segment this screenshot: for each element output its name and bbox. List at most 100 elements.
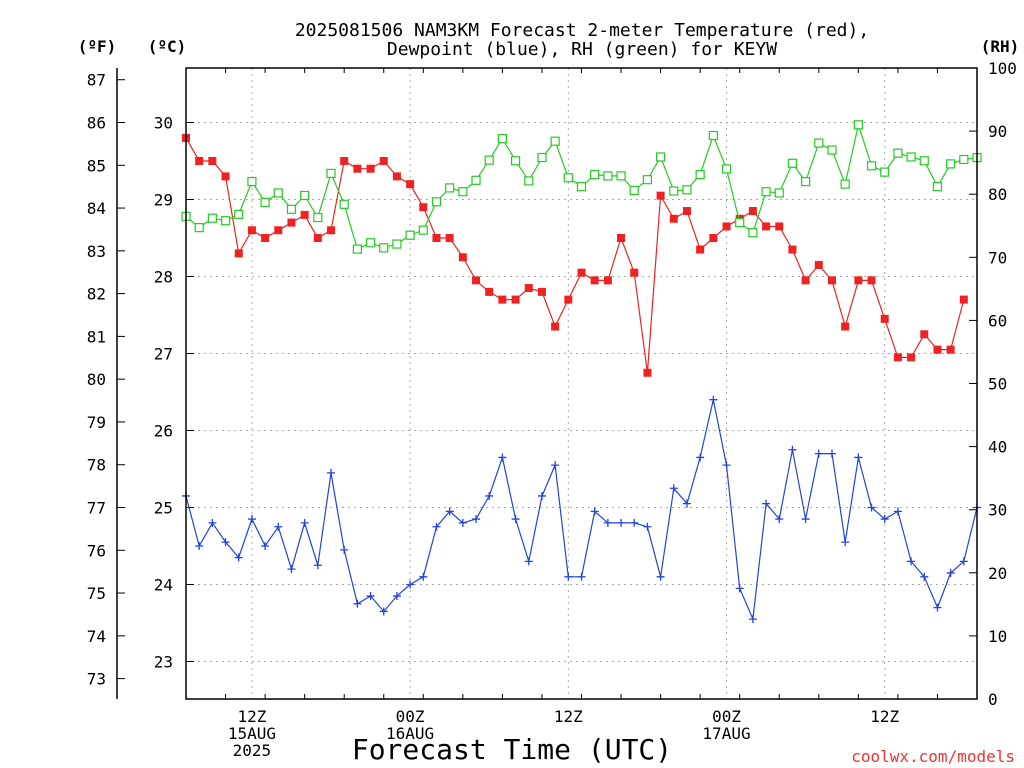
data-point	[617, 518, 626, 527]
data-point	[498, 295, 507, 304]
celsius-tick-label: 30	[154, 114, 173, 133]
data-point	[577, 572, 586, 581]
data-point	[933, 603, 942, 612]
data-point	[511, 515, 520, 524]
data-point	[669, 186, 679, 196]
grid-lines	[186, 68, 977, 699]
data-point	[880, 167, 890, 177]
data-point	[379, 243, 389, 253]
celsius-tick-label: 29	[154, 191, 173, 210]
data-point	[959, 557, 968, 566]
chart-title-line-1: 2025081506 NAM3KM Forecast 2-meter Tempe…	[295, 20, 869, 41]
data-point	[286, 204, 297, 214]
data-point	[510, 156, 521, 166]
data-point	[366, 592, 375, 601]
data-point	[195, 542, 204, 550]
data-point	[471, 175, 481, 185]
fahrenheit-tick-label: 86	[87, 114, 106, 133]
data-point	[234, 249, 243, 258]
data-point	[761, 187, 771, 197]
data-point	[709, 234, 718, 242]
data-point	[656, 572, 665, 581]
credit-text: coolwx.com/models	[851, 747, 1015, 766]
data-point	[814, 449, 823, 458]
data-point	[801, 176, 811, 187]
data-point	[762, 499, 771, 508]
data-point	[379, 607, 388, 616]
fahrenheit-tick-label: 76	[87, 541, 106, 560]
x-tick-label: 12Z	[554, 707, 583, 726]
data-point	[261, 234, 270, 242]
series-line	[185, 399, 978, 622]
x-tick-label: 12Z	[870, 707, 899, 726]
data-point	[405, 230, 415, 240]
data-point	[379, 157, 388, 165]
x-tick-label: 15AUG	[228, 724, 276, 743]
rh-tick-label: 30	[988, 501, 1007, 520]
data-point	[564, 572, 573, 581]
data-point	[721, 164, 732, 174]
data-point	[616, 171, 626, 181]
data-point	[221, 538, 230, 547]
plot-frame	[185, 67, 978, 700]
series-1	[182, 395, 981, 624]
data-point	[313, 561, 322, 570]
data-point	[682, 499, 691, 508]
data-point	[788, 445, 797, 454]
data-point	[247, 176, 257, 187]
data-point	[840, 179, 850, 189]
data-point	[511, 295, 520, 304]
data-point	[352, 244, 362, 254]
x-axis-label: Forecast Time (UTC)	[352, 733, 672, 766]
data-point	[577, 268, 586, 277]
data-point	[458, 518, 467, 527]
data-point	[340, 545, 349, 554]
data-point	[642, 175, 653, 185]
data-point	[300, 210, 309, 219]
data-point	[775, 222, 784, 231]
data-point	[920, 330, 929, 339]
data-point	[814, 138, 824, 148]
data-point	[722, 461, 731, 470]
x-tick-label: 00Z	[712, 707, 741, 726]
data-point	[418, 225, 428, 235]
fahrenheit-tick-label: 85	[87, 156, 106, 175]
data-point	[524, 284, 533, 293]
data-point	[406, 180, 415, 189]
data-point	[603, 171, 613, 181]
fahrenheit-tick-label: 77	[87, 499, 106, 518]
x-tick-label: 17AUG	[702, 724, 750, 743]
data-point	[735, 217, 745, 228]
data-point	[590, 507, 599, 516]
data-point	[498, 453, 507, 462]
data-point	[946, 159, 956, 169]
data-point	[576, 182, 587, 192]
data-point	[906, 152, 916, 162]
data-point	[392, 592, 401, 601]
rh-tick-label: 70	[988, 248, 1007, 267]
data-point	[458, 187, 468, 197]
data-point	[261, 542, 270, 550]
data-point	[564, 295, 573, 304]
celsius-tick-label: 27	[154, 345, 173, 364]
celsius-tick-label: 23	[154, 653, 173, 672]
data-point	[867, 503, 876, 512]
fahrenheit-tick-label: 82	[87, 285, 106, 304]
x-tick-label: 16AUG	[386, 724, 434, 743]
data-point	[524, 557, 533, 566]
data-point	[366, 164, 375, 173]
data-point	[551, 322, 560, 331]
data-point	[392, 172, 401, 181]
data-point	[326, 168, 336, 178]
data-point	[854, 453, 863, 462]
data-point	[880, 314, 889, 323]
data-point	[234, 553, 243, 562]
data-point	[946, 568, 955, 577]
data-point	[392, 239, 402, 249]
data-point	[682, 207, 691, 216]
data-point	[643, 522, 652, 531]
fahrenheit-tick-label: 75	[87, 584, 106, 603]
fahrenheit-tick-label: 79	[87, 413, 106, 432]
data-point	[313, 234, 322, 242]
